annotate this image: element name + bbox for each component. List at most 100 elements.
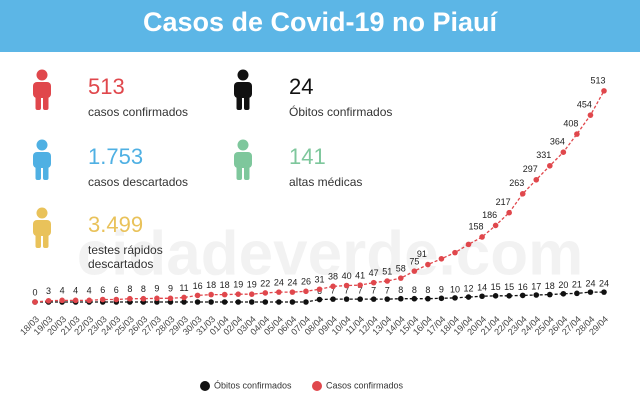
- data-label: 8: [425, 285, 430, 295]
- data-label: 24: [287, 277, 297, 287]
- data-point: [343, 282, 350, 289]
- data-label: 21: [572, 280, 582, 290]
- data-label: 0: [32, 287, 37, 297]
- data-label: 11: [179, 283, 188, 293]
- data-point: [330, 296, 336, 302]
- data-point: [397, 275, 404, 281]
- data-label: 15: [491, 282, 501, 292]
- data-point: [316, 286, 323, 293]
- data-point: [506, 293, 512, 299]
- data-label: 14: [477, 283, 487, 293]
- icon-head: [36, 207, 48, 219]
- person-icon: [234, 139, 252, 180]
- data-point: [560, 149, 567, 155]
- icon-leg: [35, 95, 41, 110]
- data-label: 26: [301, 277, 311, 287]
- data-label: 18: [220, 280, 230, 290]
- data-label: 408: [563, 118, 578, 128]
- data-label: 263: [509, 178, 524, 188]
- data-label: 91: [417, 249, 427, 259]
- data-point: [32, 299, 38, 305]
- data-point: [452, 249, 458, 256]
- icon-body: [33, 82, 51, 98]
- data-point: [425, 295, 431, 302]
- icon-leg: [35, 165, 41, 180]
- icon-head: [237, 139, 249, 151]
- data-point: [343, 296, 350, 302]
- data-label: 9: [439, 285, 444, 295]
- data-label: 8: [141, 284, 146, 294]
- data-point: [438, 255, 445, 262]
- data-point: [235, 299, 242, 305]
- data-point: [262, 290, 269, 296]
- data-point: [316, 296, 323, 303]
- stat-label: testes rápidos: [88, 243, 163, 257]
- data-point: [397, 295, 404, 302]
- data-label: 7: [385, 285, 390, 295]
- data-label: 10: [450, 284, 460, 294]
- data-point: [411, 295, 418, 302]
- chart-title: Casos de Covid-19 no Piauí: [143, 7, 499, 37]
- data-label: 22: [260, 278, 270, 288]
- data-point: [248, 291, 255, 297]
- data-point: [479, 293, 485, 300]
- icon-body: [33, 152, 51, 168]
- icon-head: [237, 69, 249, 81]
- data-point: [221, 299, 228, 305]
- stat-label: descartados: [88, 257, 153, 271]
- icon-leg: [43, 95, 49, 110]
- data-point: [86, 297, 92, 304]
- data-point: [181, 294, 187, 301]
- stat-value: 141: [289, 144, 326, 169]
- person-icon: [33, 69, 51, 110]
- data-point: [547, 291, 553, 298]
- data-label: 24: [599, 278, 609, 288]
- data-label: 20: [558, 280, 568, 290]
- data-point: [276, 299, 282, 305]
- data-point: [140, 295, 147, 302]
- icon-leg: [236, 95, 242, 110]
- data-point: [221, 291, 228, 298]
- stat-label: altas médicas: [289, 175, 362, 189]
- data-label: 15: [504, 282, 514, 292]
- data-point: [370, 279, 377, 286]
- data-point: [479, 234, 485, 240]
- data-label: 186: [482, 210, 497, 220]
- icon-leg: [236, 165, 242, 180]
- data-label: 364: [550, 137, 565, 147]
- stat-value: 24: [289, 74, 313, 99]
- legend-marker: [312, 381, 322, 391]
- data-point: [303, 299, 309, 305]
- stat-label: casos confirmados: [88, 105, 188, 119]
- data-label: 9: [168, 284, 173, 294]
- icon-leg: [35, 233, 41, 248]
- data-point: [452, 295, 458, 301]
- data-point: [370, 296, 377, 302]
- data-point: [506, 209, 512, 216]
- data-label: 24: [585, 278, 595, 288]
- icon-body: [234, 82, 252, 98]
- data-point: [194, 292, 201, 299]
- data-label: 24: [274, 277, 284, 287]
- data-label: 12: [464, 283, 474, 293]
- data-label: 58: [396, 264, 406, 274]
- legend-label: Óbitos confirmados: [214, 380, 292, 390]
- data-label: 38: [328, 272, 338, 282]
- data-label: 19: [247, 280, 257, 290]
- data-label: 297: [523, 164, 538, 174]
- data-point: [235, 291, 242, 297]
- data-point: [113, 296, 120, 303]
- data-point: [438, 295, 445, 302]
- data-point: [72, 297, 79, 304]
- data-point: [384, 278, 391, 284]
- data-point: [492, 222, 499, 229]
- data-point: [357, 296, 363, 302]
- data-point: [99, 296, 106, 303]
- data-label: 217: [496, 197, 511, 207]
- data-label: 3: [46, 286, 51, 296]
- icon-body: [234, 152, 252, 168]
- data-point: [492, 293, 499, 299]
- data-label: 9: [154, 284, 159, 294]
- data-point: [276, 289, 282, 295]
